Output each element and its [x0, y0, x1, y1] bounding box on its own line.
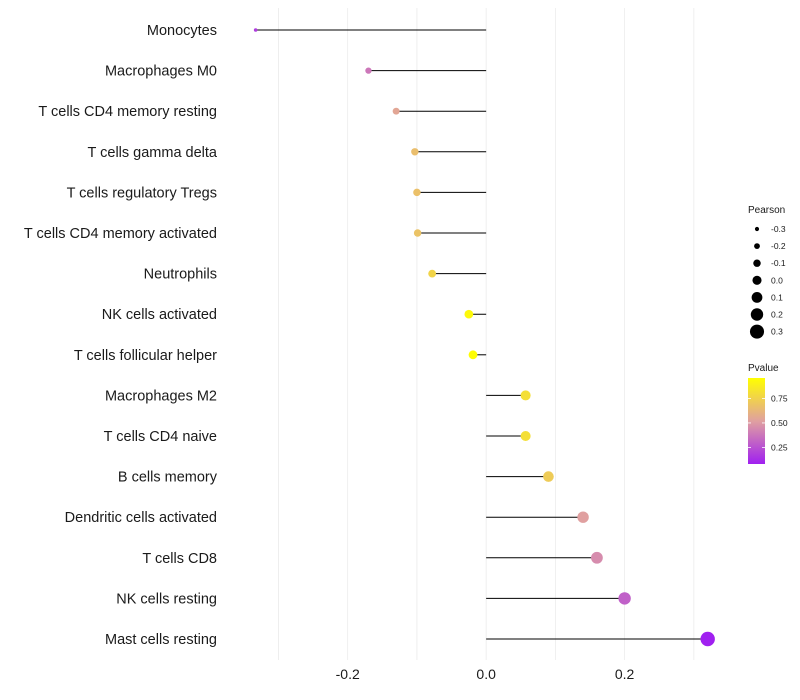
data-point	[618, 592, 631, 605]
size-legend-label: 0.3	[771, 327, 783, 337]
data-point	[520, 390, 531, 401]
category-label: Macrophages M2	[105, 388, 217, 404]
size-legend-label: -0.3	[771, 224, 786, 234]
category-label: B cells memory	[118, 470, 218, 486]
category-label: T cells CD4 memory activated	[24, 226, 217, 242]
color-legend-title: Pvalue	[748, 363, 779, 374]
data-point	[392, 107, 400, 115]
category-label: T cells follicular helper	[74, 348, 217, 364]
color-legend-label: 0.50	[771, 418, 788, 428]
data-point	[365, 67, 372, 74]
data-point	[468, 350, 478, 360]
category-label: Neutrophils	[144, 267, 217, 283]
data-point	[464, 309, 474, 319]
size-legend-dot	[750, 308, 764, 321]
size-legend-label: 0.0	[771, 275, 783, 285]
data-point	[577, 511, 589, 523]
category-label: NK cells resting	[116, 591, 217, 607]
x-tick-label: 0.2	[615, 666, 635, 682]
size-legend-title: Pearson	[748, 205, 785, 216]
data-point	[700, 631, 715, 647]
category-label: Monocytes	[147, 23, 217, 39]
category-label: Dendritic cells activated	[65, 510, 217, 526]
size-legend-dot	[751, 292, 763, 303]
category-label: Macrophages M0	[105, 64, 217, 80]
data-point	[591, 551, 603, 564]
category-label: NK cells activated	[102, 307, 217, 323]
data-point	[411, 148, 419, 156]
size-legend-dot	[752, 275, 762, 285]
category-label: T cells CD4 memory resting	[38, 104, 217, 120]
size-legend-dot	[754, 243, 760, 249]
size-legend-dot	[749, 324, 765, 339]
category-label: T cells CD8	[142, 551, 217, 567]
data-point	[428, 269, 437, 278]
data-point	[543, 471, 554, 482]
data-point	[413, 188, 421, 197]
size-legend-label: 0.2	[771, 310, 783, 320]
size-legend-dot	[754, 226, 760, 232]
category-label: T cells CD4 naive	[104, 429, 217, 445]
color-legend-bar	[748, 378, 765, 464]
size-legend-label: 0.1	[771, 292, 783, 302]
color-legend-label: 0.25	[771, 442, 788, 452]
x-tick-label: 0.0	[476, 666, 496, 682]
size-legend-label: -0.2	[771, 241, 786, 251]
x-tick-label: -0.2	[336, 666, 360, 682]
category-label: Mast cells resting	[105, 632, 217, 648]
data-point	[413, 229, 422, 237]
size-legend-dot	[753, 259, 761, 267]
size-legend-label: -0.1	[771, 258, 786, 268]
category-label: T cells gamma delta	[88, 145, 218, 161]
category-label: T cells regulatory Tregs	[67, 185, 217, 201]
data-point	[253, 28, 258, 32]
data-point	[520, 430, 531, 442]
color-legend-label: 0.75	[771, 394, 788, 404]
